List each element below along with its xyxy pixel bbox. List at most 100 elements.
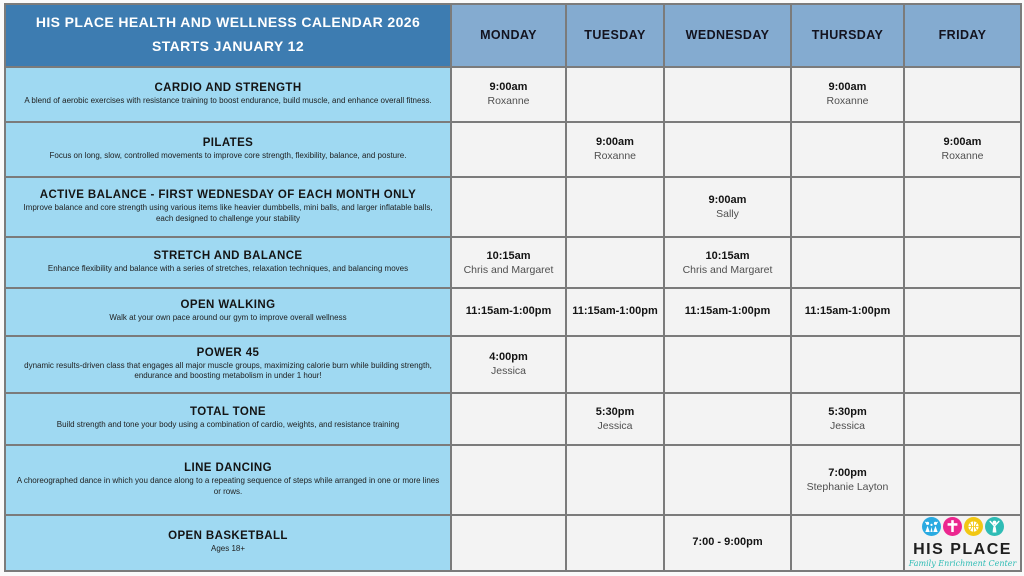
activity-title: LINE DANCING [184,462,272,474]
time-label: 11:15am-1:00pm [684,304,771,317]
table-row: TOTAL TONE Build strength and tone your … [4,391,1022,446]
schedule-cell [663,65,792,123]
schedule-cell [903,175,1022,239]
schedule-cell: 11:15am-1:00pm [450,287,567,337]
activity-title: ACTIVE BALANCE - FIRST WEDNESDAY OF EACH… [39,189,417,202]
time-label: 7:00 - 9:00pm [692,535,763,548]
schedule-cell [663,391,792,446]
family-icon [921,517,941,540]
instructor-label: Sally [716,207,739,220]
schedule-cell [790,120,905,178]
schedule-cell: 10:15am Chris and Margaret [663,236,792,289]
day-header-monday: MONDAY [450,3,567,68]
activity-description: Improve balance and core strength using … [23,203,433,223]
time-label: 4:00pm [489,351,528,364]
schedule-cell [565,443,665,516]
logo-tagline: Family Enrichment Center [908,559,1017,569]
day-header-friday: FRIDAY [903,3,1022,68]
activity-label-active-balance: ACTIVE BALANCE - FIRST WEDNESDAY OF EACH… [4,175,452,239]
time-label: 10:15am [705,249,750,262]
schedule-cell: 11:15am-1:00pm [663,287,792,337]
schedule-cell: 4:00pm Jessica [450,334,567,394]
instructor-label: Roxanne [593,150,637,163]
instructor-label: Roxanne [826,95,869,108]
instructor-label: Roxanne [941,150,984,163]
logo-cell: HIS PLACE Family Enrichment Center [903,513,1022,573]
basketball-icon [963,517,983,540]
logo-icons [921,517,1004,540]
activity-title: TOTAL TONE [190,406,266,419]
cross-icon [942,517,962,540]
activity-description: Build strength and tone your body using … [56,420,400,430]
schedule-cell [450,120,567,178]
schedule-cell: 10:15am Chris and Margaret [450,236,567,289]
time-label: 9:00am [489,81,528,94]
table-row: OPEN BASKETBALL Ages 18+ 7:00 - 9:00pm [4,513,1022,573]
schedule-cell: 9:00am Sally [663,175,792,239]
day-header-wednesday: WEDNESDAY [663,3,792,68]
activity-title: CARDIO AND STRENGTH [154,81,302,94]
instructor-label: Jessica [597,419,633,432]
table-row: POWER 45 dynamic results-driven class th… [4,334,1022,394]
time-label: 9:00am [596,136,634,149]
schedule-cell [790,236,905,289]
schedule-cell: 5:30pm Jessica [565,391,665,446]
schedule-cell: 11:15am-1:00pm [790,287,905,337]
activity-title: OPEN WALKING [180,299,276,312]
schedule-cell [790,513,905,573]
logo-name: HIS PLACE [913,541,1012,559]
schedule-cell: 9:00am Roxanne [565,120,665,178]
time-label: 5:30pm [595,405,635,418]
schedule-cell: 9:00am Roxanne [790,65,905,123]
table-row: PILATES Focus on long, slow, controlled … [4,120,1022,178]
activity-title: STRETCH AND BALANCE [153,250,303,263]
table-row: LINE DANCING A choreographed dance in wh… [4,443,1022,516]
activity-description: A blend of aerobic exercises with resist… [24,95,432,105]
activity-label-total-tone: TOTAL TONE Build strength and tone your … [4,391,452,446]
calendar-title-line2: STARTS JANUARY 12 [151,38,305,55]
activity-description: Enhance flexibility and balance with a s… [47,264,409,274]
activity-label-cardio-and-strength: CARDIO AND STRENGTH A blend of aerobic e… [4,65,452,123]
day-header-tuesday: TUESDAY [565,3,665,68]
time-label: 9:00am [828,81,867,94]
schedule-cell [903,65,1022,123]
schedule-cell: 7:00pm Stephanie Layton [790,443,905,516]
time-label: 11:15am-1:00pm [804,304,891,317]
schedule-cell: 7:00 - 9:00pm [663,513,792,573]
schedule-cell [450,175,567,239]
activity-label-pilates: PILATES Focus on long, slow, controlled … [4,120,452,178]
calendar-title-line1: HIS PLACE HEALTH AND WELLNESS CALENDAR 2… [35,14,421,31]
instructor-label: Chris and Margaret [682,263,773,276]
schedule-cell [903,287,1022,337]
schedule-cell: 9:00am Roxanne [903,120,1022,178]
schedule-cell [903,334,1022,394]
schedule-cell [903,236,1022,289]
schedule-cell [663,120,792,178]
schedule-cell [903,443,1022,516]
header-row: HIS PLACE HEALTH AND WELLNESS CALENDAR 2… [4,3,1022,68]
his-place-logo: HIS PLACE Family Enrichment Center [905,517,1020,568]
schedule-cell: 9:00am Roxanne [450,65,567,123]
table-row: CARDIO AND STRENGTH A blend of aerobic e… [4,65,1022,123]
calendar-title: HIS PLACE HEALTH AND WELLNESS CALENDAR 2… [4,3,452,68]
schedule-cell [565,513,665,573]
schedule-cell [565,236,665,289]
time-label: 11:15am-1:00pm [465,304,552,317]
schedule-cell [565,175,665,239]
activity-label-open-walking: OPEN WALKING Walk at your own pace aroun… [4,287,452,337]
person-icon [984,517,1004,540]
schedule-cell [903,391,1022,446]
instructor-label: Jessica [829,419,865,432]
time-label: 11:15am-1:00pm [572,304,658,317]
table-row: OPEN WALKING Walk at your own pace aroun… [4,287,1022,337]
schedule-cell [565,334,665,394]
time-label: 9:00am [943,136,982,149]
activity-title: PILATES [202,136,254,149]
instructor-label: Chris and Margaret [463,263,554,276]
time-label: 10:15am [486,249,531,262]
calendar-table: HIS PLACE HEALTH AND WELLNESS CALENDAR 2… [4,3,1022,573]
time-label: 9:00am [708,193,747,206]
activity-description: Walk at your own pace around our gym to … [109,313,347,323]
table-row: STRETCH AND BALANCE Enhance flexibility … [4,236,1022,289]
instructor-label: Jessica [490,365,526,378]
